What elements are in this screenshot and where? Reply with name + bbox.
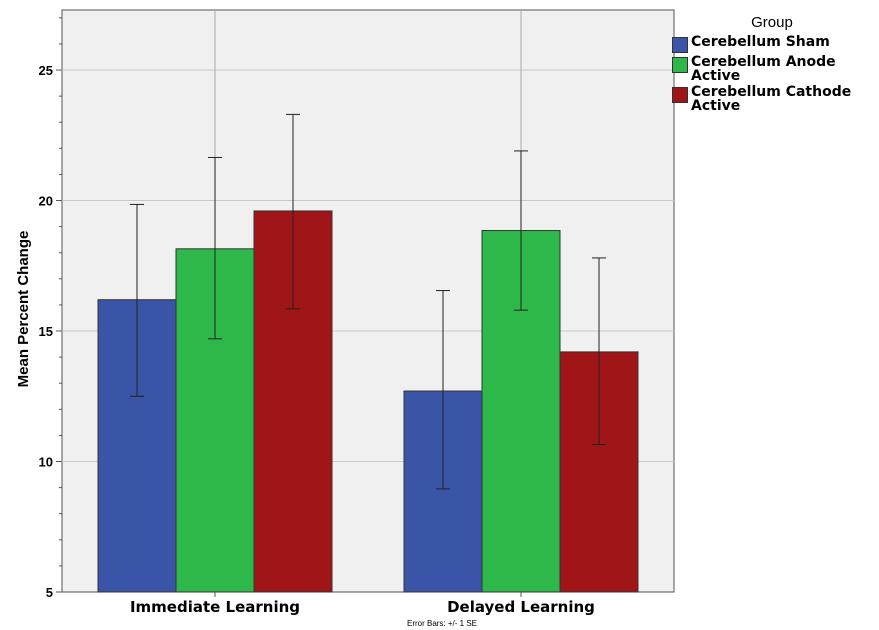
- legend-label-cathode: Cerebellum Cathode Active: [691, 84, 852, 114]
- y-tick-label: 10: [39, 455, 53, 470]
- legend-swatch-cathode: [672, 87, 688, 103]
- legend-label-anode: Cerebellum Anode Active: [691, 54, 836, 84]
- x-category-label: Immediate Learning: [130, 598, 300, 616]
- y-axis-ticks: 5 10 15 20 25: [39, 17, 62, 600]
- y-tick-label: 15: [39, 324, 53, 339]
- legend-swatch-anode: [672, 57, 688, 73]
- legend-title: Group: [751, 14, 793, 31]
- legend-item-sham: Cerebellum Sham: [672, 35, 877, 53]
- legend-label-sham: Cerebellum Sham: [691, 34, 830, 50]
- legend-swatch-sham: [672, 37, 688, 53]
- x-category-label: Delayed Learning: [447, 598, 595, 616]
- legend-item-anode: Cerebellum Anode Active: [672, 55, 877, 83]
- y-tick-label: 5: [46, 585, 53, 600]
- legend: Group Cerebellum Sham Cerebellum Anode A…: [672, 14, 877, 115]
- x-axis-categories: Immediate Learning Delayed Learning: [130, 592, 595, 616]
- error-bars: [130, 113, 606, 490]
- legend-item-cathode: Cerebellum Cathode Active: [672, 85, 877, 113]
- footnote: Error Bars: +/- 1 SE: [407, 619, 477, 628]
- y-tick-label: 20: [39, 194, 53, 209]
- y-tick-label: 25: [39, 63, 53, 78]
- y-axis-label: Mean Percent Change: [15, 231, 32, 388]
